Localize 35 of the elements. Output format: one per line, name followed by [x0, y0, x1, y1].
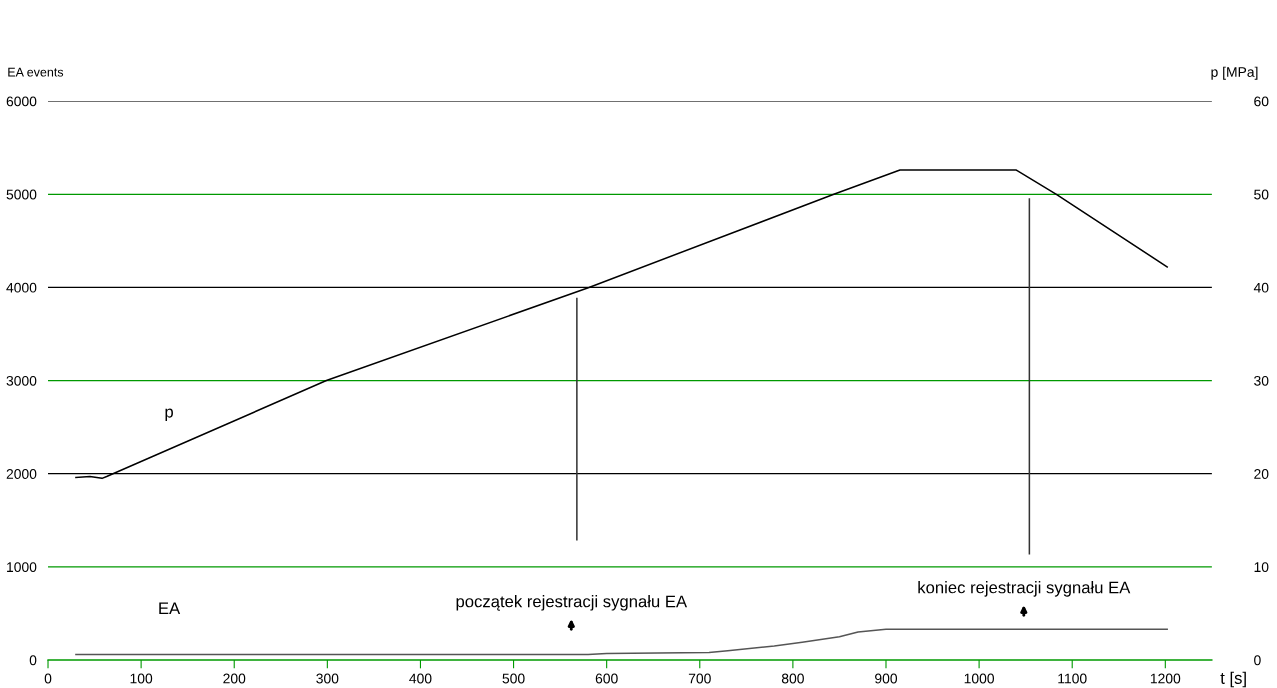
x-tick-label: 1200	[1150, 673, 1181, 684]
y-tick-label: 6000	[6, 96, 37, 107]
x-axis-title: t [s]	[1220, 671, 1246, 688]
y2-axis-title: p [MPa]	[1211, 66, 1258, 80]
x-tick-label: 700	[688, 673, 711, 684]
x-tick-label: 900	[875, 673, 898, 684]
x-tick-label: 1100	[1058, 673, 1087, 684]
y2-tick-label: 20	[1254, 469, 1269, 479]
y-tick-label: 1000	[7, 562, 37, 573]
y-tick-label: 5000	[6, 189, 37, 200]
y-tick-label: 0	[29, 655, 37, 666]
annotation: początek rejestracji sygnału EA	[456, 595, 688, 611]
y-axis-title: EA events	[8, 67, 64, 77]
line-series	[75, 628, 1168, 656]
y-tick-label: 3000	[6, 375, 37, 386]
y-tick-label: 4000	[6, 282, 37, 293]
x-tick-label: 200	[223, 673, 246, 684]
text: EA	[159, 602, 181, 615]
x-tick-label: 600	[595, 673, 618, 684]
x-tick-label: 0	[44, 673, 52, 684]
x-tick-label: 400	[409, 673, 432, 684]
y2-tick-label: 40	[1253, 282, 1269, 293]
y2-tick-label: 10	[1254, 562, 1269, 573]
y2-tick-label: 60	[1254, 96, 1269, 107]
x-tick-label: 100	[130, 673, 153, 684]
y2-tick-label: 50	[1254, 189, 1269, 200]
series-label: p	[165, 408, 173, 421]
annotation: koniec rejestracji sygnału EA	[918, 581, 1131, 597]
x-tick-label: 300	[316, 673, 339, 684]
x-tick-label: 500	[502, 673, 525, 684]
x-tick-label: 800	[781, 673, 804, 684]
y2-tick-label: 0	[1254, 655, 1261, 666]
y2-tick-label: 30	[1254, 375, 1269, 386]
y-tick-label: 2000	[6, 469, 37, 479]
x-tick-label: 1000	[964, 673, 995, 684]
